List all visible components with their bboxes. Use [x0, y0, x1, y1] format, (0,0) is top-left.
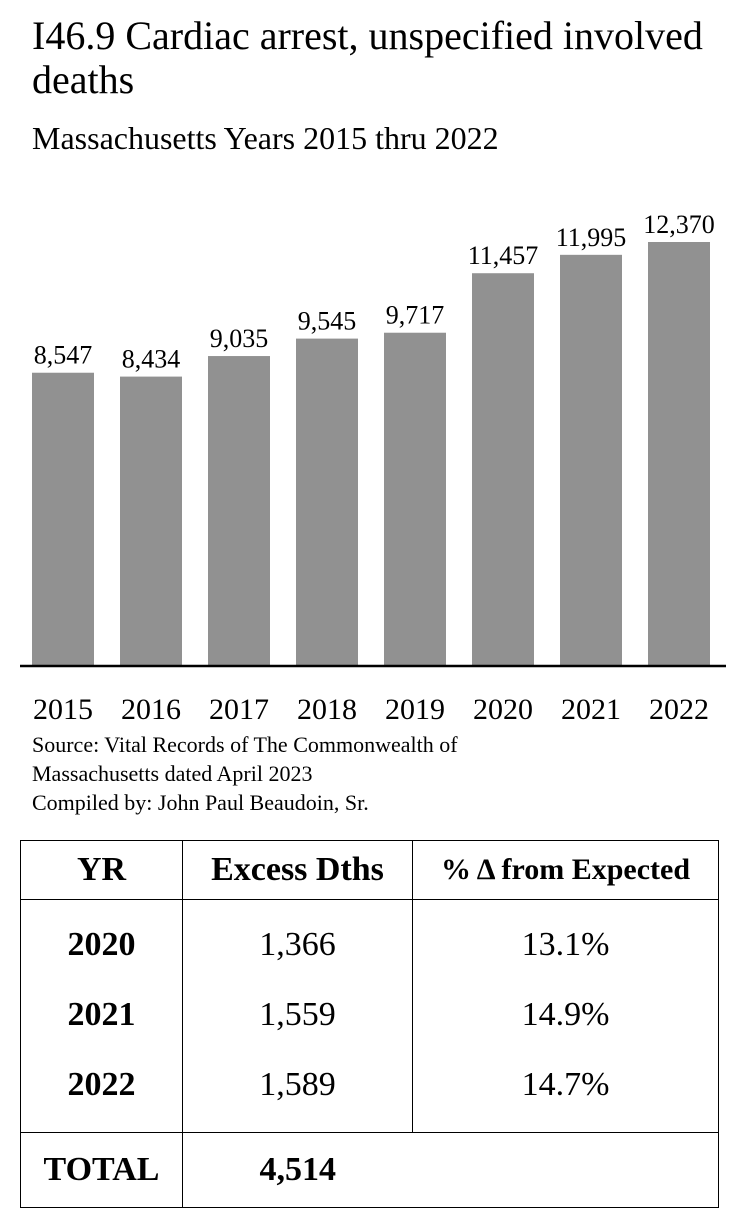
data-label-2015: 8,547: [34, 341, 93, 370]
data-label-2019: 9,717: [386, 301, 445, 330]
bar-2018: [296, 338, 358, 665]
bar-2020: [472, 273, 534, 665]
bar-2021: [560, 254, 622, 665]
x-tick-label-2016: 2016: [121, 693, 181, 726]
bar-2015: [32, 372, 94, 665]
x-tick-label-2018: 2018: [297, 693, 357, 726]
bar-2022: [648, 242, 710, 665]
row-pct-change: 14.7%: [412, 1050, 719, 1133]
table-row: 2021 1,559 14.9%: [20, 980, 719, 1050]
bar-2017: [208, 356, 270, 665]
bar-chart: 8,547 2015 8,434 2016 9,035 2017 9,545 2018 9,71…: [20, 210, 726, 726]
row-pct-change: 13.1%: [412, 899, 719, 980]
x-tick-label-2019: 2019: [385, 693, 445, 726]
header-excess-deaths: Excess Dths: [182, 840, 413, 900]
x-tick-label-2022: 2022: [649, 693, 709, 726]
x-tick-label-2017: 2017: [209, 693, 269, 726]
table-row: 2020 1,366 13.1%: [20, 899, 719, 980]
bar-2019: [384, 332, 446, 665]
excess-deaths-table: YR Excess Dths % Δ from Expected 2020 1,…: [20, 840, 719, 1208]
row-pct-change: 14.9%: [412, 980, 719, 1050]
compiled-by-line: Compiled by: John Paul Beaudoin, Sr.: [32, 790, 369, 815]
source-line-1: Source: Vital Records of The Commonwealt…: [32, 732, 458, 757]
row-excess-deaths: 1,589: [182, 1050, 413, 1133]
x-tick-label-2015: 2015: [33, 693, 93, 726]
x-tick-label-2020: 2020: [473, 693, 533, 726]
data-label-2016: 8,434: [122, 345, 181, 374]
table-total-row: TOTAL 4,514: [20, 1132, 719, 1208]
data-label-2020: 11,457: [468, 241, 539, 270]
data-label-2022: 12,370: [643, 210, 715, 239]
source-note: Source: Vital Records of The Commonwealt…: [32, 730, 712, 817]
x-tick-label-2021: 2021: [561, 693, 621, 726]
chart-subtitle: Massachusetts Years 2015 thru 2022: [32, 120, 499, 156]
table-header-row: YR Excess Dths % Δ from Expected: [20, 840, 719, 900]
row-year: 2021: [20, 980, 183, 1050]
data-label-2017: 9,035: [210, 324, 269, 353]
total-value: 4,514: [182, 1132, 413, 1208]
source-line-2: Massachusetts dated April 2023: [32, 761, 313, 786]
row-year: 2020: [20, 899, 183, 980]
data-label-2021: 11,995: [556, 223, 627, 252]
header-pct-change: % Δ from Expected: [412, 840, 719, 900]
row-year: 2022: [20, 1050, 183, 1133]
bar-2016: [120, 376, 182, 665]
row-excess-deaths: 1,366: [182, 899, 413, 980]
table-row: 2022 1,589 14.7%: [20, 1050, 719, 1133]
row-excess-deaths: 1,559: [182, 980, 413, 1050]
data-label-2018: 9,545: [298, 307, 357, 336]
chart-title: I46.9 Cardiac arrest, unspecified involv…: [32, 13, 703, 102]
total-label: TOTAL: [20, 1132, 183, 1208]
total-empty-cell: [412, 1132, 719, 1208]
header-yr: YR: [20, 840, 183, 900]
